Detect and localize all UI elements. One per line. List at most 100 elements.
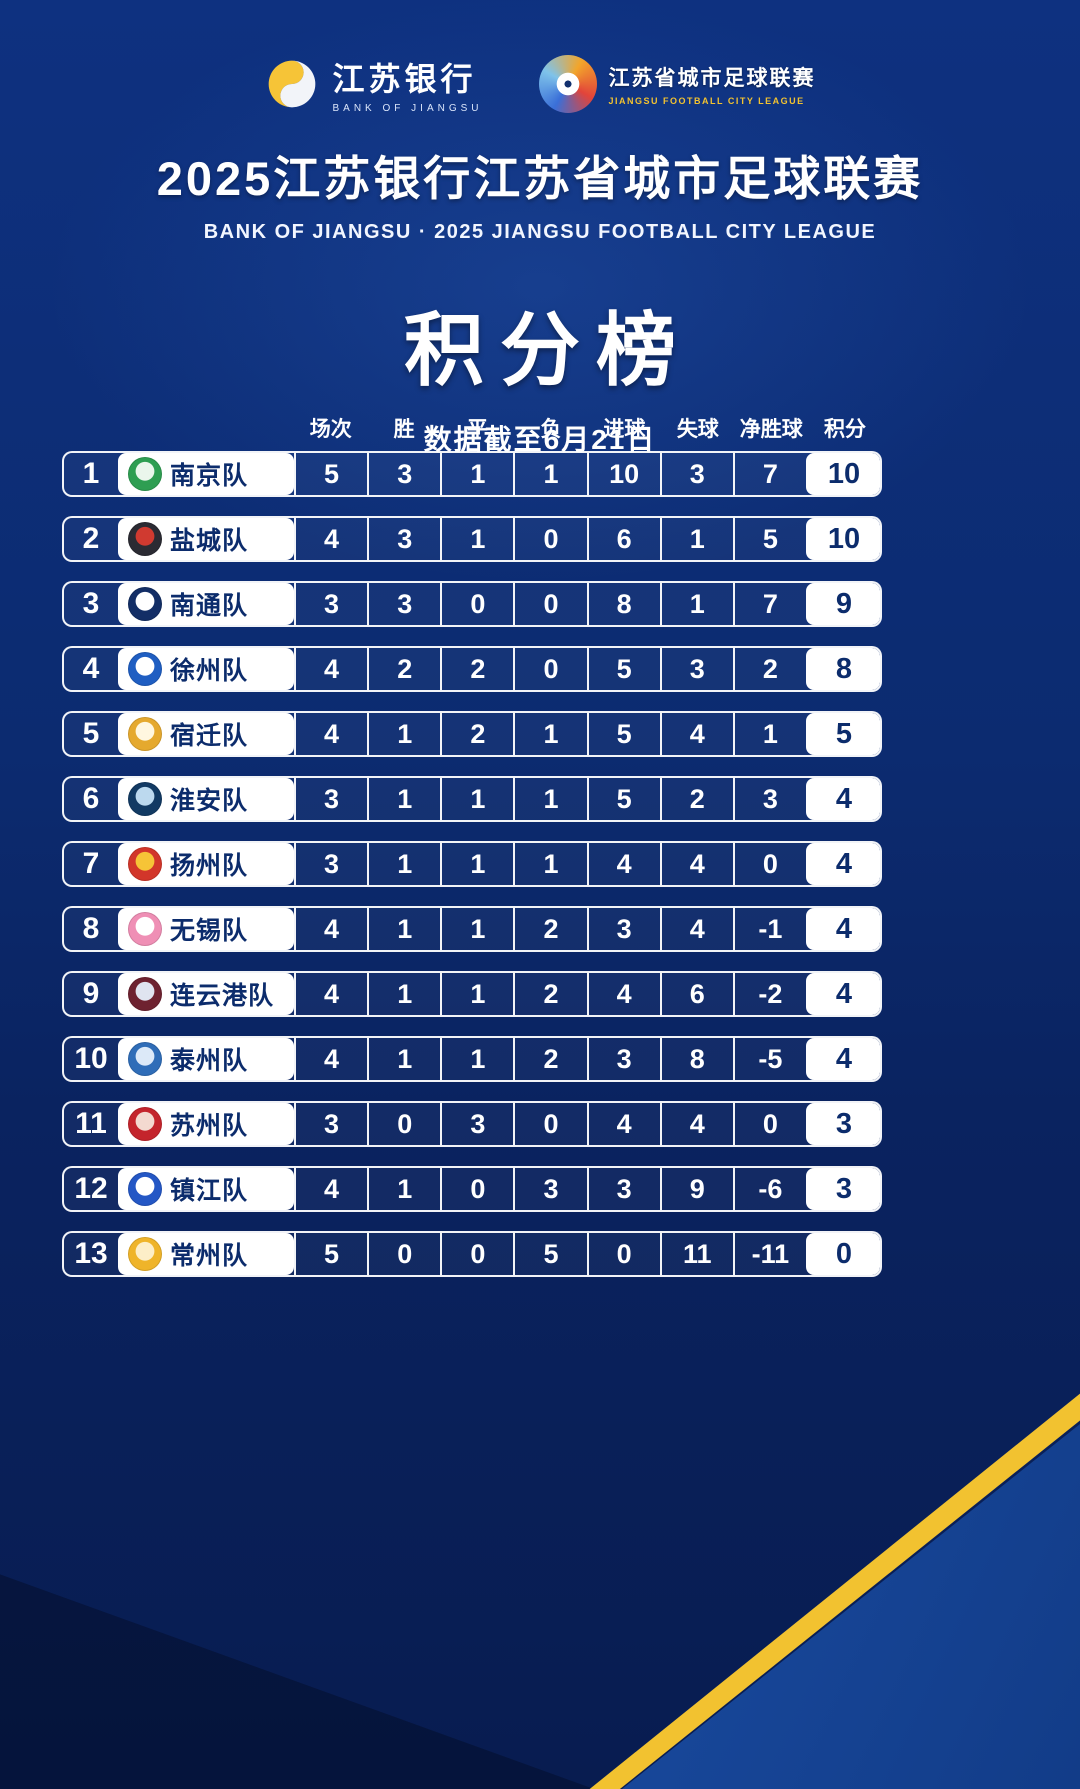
table-row: 2 盐城队 4 3 1 0 6 1 5 10 (62, 516, 882, 562)
team-cell: 无锡队 (118, 908, 294, 950)
stat-loss: 2 (513, 908, 586, 950)
col-goals-against: 失球 (676, 418, 719, 441)
league-name-cn: 江苏省城市足球联赛 (608, 67, 816, 90)
bank-logo-text: 江苏银行 BANK OF JIANGSU (332, 54, 482, 114)
points-value: 10 (805, 453, 880, 495)
team-badge-icon (128, 1237, 162, 1271)
rank-label: 5 (82, 717, 100, 750)
stat-played: 4 (294, 648, 367, 690)
page-subtitle: BANK OF JIANGSU · 2025 JIANGSU FOOTBALL … (203, 221, 877, 243)
team-name: 南京队 (170, 462, 249, 490)
league-logo-text: 江苏省城市足球联赛 JIANGSU FOOTBALL CITY LEAGUE (609, 62, 816, 106)
team-badge-icon (128, 1042, 162, 1076)
table-row: 4 徐州队 4 2 2 0 5 3 2 8 (62, 646, 882, 692)
team-cell: 镇江队 (118, 1168, 294, 1210)
stat-draw: 1 (440, 973, 513, 1015)
stat-win: 1 (367, 1038, 440, 1080)
stat-win: 1 (367, 778, 440, 820)
stat-goals-against: 4 (659, 908, 733, 950)
rank-label: 3 (82, 587, 100, 620)
rank-label: 2 (82, 522, 100, 555)
stat-goals-for: 4 (586, 973, 660, 1015)
points-value: 4 (805, 908, 880, 950)
team-name: 常州队 (170, 1242, 249, 1270)
stat-played: 4 (294, 713, 367, 755)
rank-label: 1 (82, 457, 100, 490)
stat-goals-against: 1 (659, 518, 733, 560)
stat-goals-against: 8 (659, 1038, 733, 1080)
stat-loss: 1 (513, 713, 586, 755)
board-title: 积分榜 (404, 306, 692, 395)
stat-goal-diff: 1 (732, 713, 806, 755)
stat-loss: 1 (513, 453, 586, 495)
stat-played: 4 (294, 518, 367, 560)
points-value: 4 (805, 843, 880, 885)
bank-name-cn: 江苏银行 (332, 61, 477, 97)
stat-played: 4 (294, 1038, 367, 1080)
col-goals-for: 进球 (603, 418, 646, 441)
stat-loss: 0 (513, 518, 586, 560)
table-row: 6 淮安队 3 1 1 1 5 2 3 4 (62, 776, 882, 822)
team-cell: 扬州队 (118, 843, 294, 885)
team-cell: 宿迁队 (118, 713, 294, 755)
table-row: 7 扬州队 3 1 1 1 4 4 0 4 (62, 841, 882, 887)
stat-win: 0 (367, 1233, 440, 1275)
stat-played: 3 (294, 1103, 367, 1145)
stat-draw: 2 (440, 648, 513, 690)
stat-win: 3 (367, 453, 440, 495)
table-row: 3 南通队 3 3 0 0 8 1 7 9 (62, 581, 882, 627)
stat-win: 2 (367, 648, 440, 690)
page-title: 2025江苏银行江苏省城市足球联赛 (156, 152, 924, 205)
stat-goal-diff: -1 (732, 908, 806, 950)
rank-label: 13 (74, 1237, 108, 1270)
stat-played: 5 (294, 453, 367, 495)
stat-goals-for: 5 (586, 778, 660, 820)
points-value: 8 (805, 648, 880, 690)
team-cell: 盐城队 (118, 518, 294, 560)
stat-draw: 0 (440, 583, 513, 625)
stat-played: 3 (294, 583, 367, 625)
league-emblem-icon (538, 55, 597, 113)
stat-goals-against: 11 (659, 1233, 733, 1275)
table-header: 场次 胜 平 负 进球 失球 净胜球 积分 (62, 413, 882, 443)
team-badge-icon (128, 1107, 162, 1141)
points-value: 3 (805, 1103, 880, 1145)
stat-played: 4 (294, 973, 367, 1015)
table-row: 5 宿迁队 4 1 2 1 5 4 1 5 (62, 711, 882, 757)
team-name: 泰州队 (170, 1047, 249, 1075)
points-value: 0 (805, 1233, 880, 1275)
table-row: 1 南京队 5 3 1 1 10 3 7 10 (62, 451, 882, 497)
stat-draw: 1 (440, 778, 513, 820)
team-name: 宿迁队 (170, 722, 249, 750)
team-badge-icon (128, 1172, 162, 1206)
points-value: 3 (805, 1168, 880, 1210)
points-value: 9 (805, 583, 880, 625)
stat-win: 1 (367, 713, 440, 755)
stat-goals-against: 1 (659, 583, 733, 625)
stat-loss: 1 (513, 843, 586, 885)
stat-goal-diff: -6 (732, 1168, 806, 1210)
team-name: 盐城队 (170, 527, 249, 555)
team-name: 苏州队 (170, 1112, 249, 1140)
stat-goals-against: 2 (659, 778, 733, 820)
stat-loss: 5 (513, 1233, 586, 1275)
stat-draw: 2 (440, 713, 513, 755)
stat-goals-for: 6 (586, 518, 660, 560)
table-body: 1 南京队 5 3 1 1 10 3 7 10 2 盐城队 4 3 1 0 6 … (62, 451, 882, 1277)
stat-goal-diff: 7 (732, 453, 806, 495)
team-badge-icon (128, 587, 162, 621)
stat-win: 1 (367, 1168, 440, 1210)
team-cell: 徐州队 (118, 648, 294, 690)
team-name: 镇江队 (170, 1177, 249, 1205)
points-value: 4 (805, 1038, 880, 1080)
stat-win: 1 (367, 908, 440, 950)
stat-goals-for: 3 (586, 1038, 660, 1080)
stat-loss: 2 (513, 1038, 586, 1080)
team-badge-icon (128, 912, 162, 946)
stat-goals-for: 4 (586, 1103, 660, 1145)
stat-loss: 2 (513, 973, 586, 1015)
stat-goal-diff: -11 (732, 1233, 806, 1275)
team-cell: 苏州队 (118, 1103, 294, 1145)
stat-goals-against: 6 (659, 973, 733, 1015)
stat-loss: 0 (513, 648, 586, 690)
